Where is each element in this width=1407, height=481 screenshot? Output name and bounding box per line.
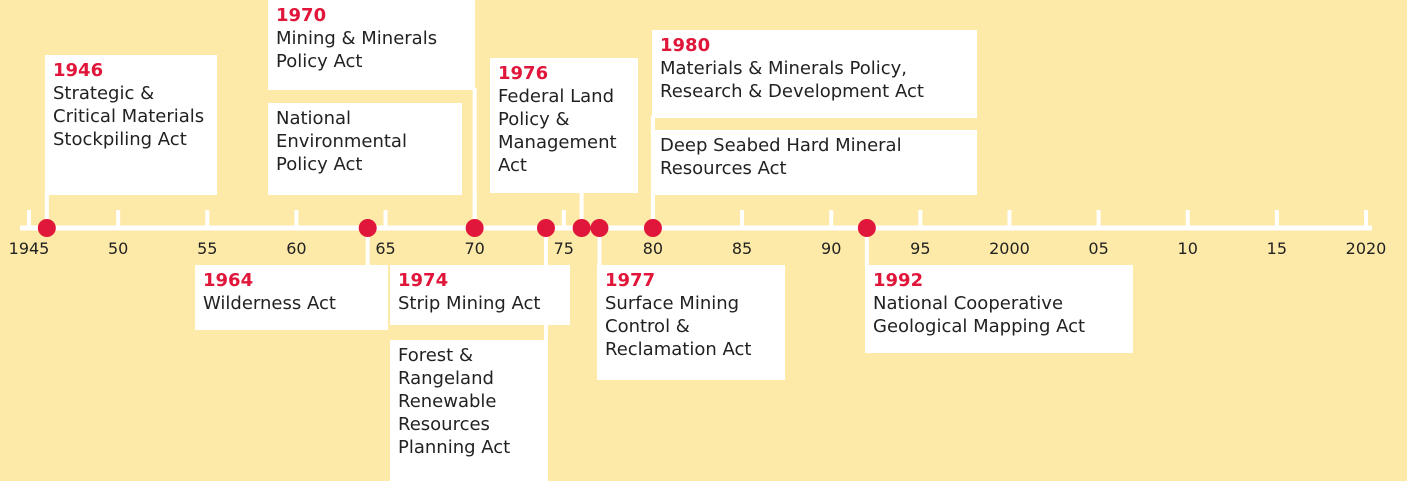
event-box: 1992 National Cooperative Geological Mapp… [865, 265, 1133, 353]
tick-label: 2020 [1346, 239, 1387, 258]
event-box: 1970 Mining & Minerals Policy Act [268, 0, 475, 90]
event-dot [572, 219, 591, 237]
event-dot [857, 219, 876, 237]
tick-label: 15 [1267, 239, 1287, 258]
event-box: 1974 Strip Mining Act [390, 265, 570, 325]
event-year: 1946 [53, 60, 104, 81]
event-year: 1970 [276, 5, 327, 26]
event-dot [590, 219, 609, 237]
tick-label: 95 [910, 239, 930, 258]
event-dot [37, 219, 56, 237]
act-name: Mining & Minerals Policy Act [276, 28, 438, 72]
tick-label: 10 [1178, 239, 1198, 258]
tick-label: 55 [197, 239, 217, 258]
tick-label: 50 [108, 239, 128, 258]
tick-label: 1945 [9, 239, 50, 258]
event-year: 1974 [398, 270, 449, 291]
tick-label: 65 [375, 239, 395, 258]
event-box: 1976 Federal Land Policy & Management Act [490, 58, 638, 193]
event-box: Deep Seabed Hard Mineral Resources Act [652, 130, 977, 195]
event-year: 1964 [203, 270, 254, 291]
act-name: Strategic & Critical Materials Stockpili… [53, 83, 205, 150]
event-year: 1977 [605, 270, 656, 291]
event-dot [465, 219, 484, 237]
event-dot [536, 219, 555, 237]
act-name: Federal Land Policy & Management Act [498, 86, 617, 176]
event-box: 1946 Strategic & Critical Materials Stock… [45, 55, 217, 195]
act-name: Deep Seabed Hard Mineral Resources Act [660, 135, 902, 179]
tick-label: 05 [1088, 239, 1108, 258]
event-box: National Environmental Policy Act [268, 103, 462, 195]
tick-label: 80 [643, 239, 663, 258]
event-box: Forest & Rangeland Renewable Resources P… [390, 340, 548, 481]
tick-label: 2000 [989, 239, 1030, 258]
event-dot [358, 219, 377, 237]
act-name: Surface Mining Control & Reclamation Act [605, 293, 752, 360]
event-year: 1976 [498, 63, 549, 84]
event-box: 1977 Surface Mining Control & Reclamation… [597, 265, 785, 380]
act-name: Wilderness Act [203, 293, 336, 314]
event-year: 1992 [873, 270, 924, 291]
act-name: Strip Mining Act [398, 293, 541, 314]
act-name: Materials & Minerals Policy, Research & … [660, 58, 924, 102]
event-box: 1980 Materials & Minerals Policy, Researc… [652, 30, 977, 118]
event-box: 1964 Wilderness Act [195, 265, 388, 330]
tick-label: 85 [732, 239, 752, 258]
act-name: National Cooperative Geological Mapping … [873, 293, 1086, 337]
act-name: National Environmental Policy Act [276, 108, 407, 175]
act-name: Forest & Rangeland Renewable Resources P… [398, 345, 511, 458]
event-dot [643, 219, 662, 237]
tick-label: 70 [464, 239, 484, 258]
tick-label: 60 [286, 239, 306, 258]
tick-label: 90 [821, 239, 841, 258]
event-year: 1980 [660, 35, 711, 56]
tick-label: 75 [554, 239, 574, 258]
